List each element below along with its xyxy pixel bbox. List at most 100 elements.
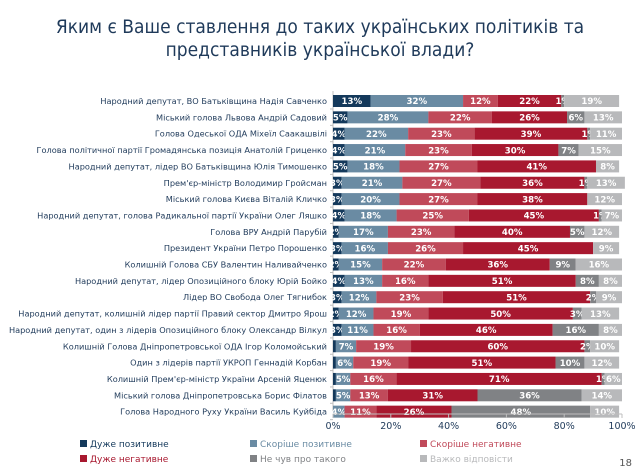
data-label: 5% — [336, 375, 351, 385]
bar-segment — [333, 291, 342, 304]
bar-segment — [595, 291, 622, 304]
bar-segment — [590, 291, 596, 304]
category-label: Колишній Голова СБУ Валентин Наливайченк… — [125, 260, 327, 270]
data-label: 2% — [329, 228, 344, 238]
bar-segment — [477, 160, 596, 173]
data-label: 51% — [492, 277, 513, 287]
data-label: 1% — [593, 212, 608, 222]
bar-segment — [463, 95, 498, 107]
bar-segment — [387, 242, 464, 255]
category-label: Народний депутат, лідер ВО Батьківщина Ю… — [69, 161, 327, 171]
bar-segment — [399, 160, 478, 173]
data-label: 9% — [555, 261, 570, 271]
x-tick-label: 20% — [380, 421, 401, 432]
data-label: 51% — [472, 359, 493, 369]
data-label: 50% — [490, 310, 511, 320]
x-tick-label: 100% — [608, 421, 635, 432]
bar-segment — [428, 307, 573, 320]
data-label: 8% — [603, 277, 618, 287]
data-label: 6% — [606, 375, 621, 385]
data-label: 2% — [586, 293, 601, 303]
data-label: 16% — [363, 375, 384, 385]
bar-segment — [341, 291, 377, 304]
bar-segment — [584, 176, 588, 189]
data-label: 28% — [378, 114, 399, 124]
bar-segment — [477, 193, 588, 206]
bar-segment — [333, 356, 336, 369]
legend-label: Не чув про такого — [260, 455, 346, 465]
legend-label: Скоріше негативне — [430, 440, 522, 450]
bar-segment — [587, 127, 591, 140]
data-label: 60% — [487, 342, 508, 352]
bar-segment — [335, 389, 351, 402]
data-label: 4% — [331, 408, 346, 418]
data-label: 21% — [365, 146, 386, 156]
bar-segment — [569, 225, 585, 238]
data-label: 16% — [355, 244, 376, 254]
bar-segment — [474, 127, 588, 140]
bar-segment — [587, 176, 625, 189]
data-label: 4% — [331, 277, 346, 287]
data-label: 18% — [360, 212, 381, 222]
bar-segment — [335, 340, 357, 353]
data-label: 13% — [593, 114, 614, 124]
data-label: 2% — [329, 261, 344, 271]
data-label: 5% — [333, 163, 348, 173]
data-label: 15% — [350, 261, 371, 271]
legend-item: Не чув про такого — [250, 455, 346, 465]
data-label: 40% — [502, 228, 523, 238]
bar-segment — [454, 225, 570, 238]
bar-segment — [373, 323, 420, 336]
category-label: Лідер ВО Свобода Олег Тягнибок — [183, 292, 327, 302]
data-label: 21% — [362, 179, 383, 189]
bar-segment — [584, 356, 620, 369]
bar-segment — [382, 274, 429, 287]
data-label: 19% — [391, 310, 412, 320]
data-label: 39% — [521, 130, 542, 140]
data-label: 41% — [526, 163, 547, 173]
category-label: Голова політичної партії Громадянська по… — [37, 145, 327, 155]
data-label: 5% — [570, 228, 585, 238]
bar-segment — [333, 225, 339, 238]
bar-segment — [341, 193, 400, 206]
data-label: 19% — [370, 359, 391, 369]
data-label: 23% — [431, 130, 452, 140]
bar-segment — [382, 258, 446, 271]
data-label: 17% — [353, 228, 374, 238]
data-label: 8% — [600, 163, 615, 173]
data-label: 26% — [519, 114, 540, 124]
data-label: 30% — [505, 146, 526, 156]
bar-segment — [341, 323, 374, 336]
data-label: 15% — [590, 146, 611, 156]
data-label: 1% — [596, 375, 611, 385]
bar-segment — [347, 111, 429, 124]
category-label: Міський голова Львова Андрій Садовий — [156, 112, 327, 122]
data-label: 6% — [568, 114, 583, 124]
legend-swatch — [420, 440, 427, 447]
data-label: 19% — [373, 342, 394, 352]
data-label: 48% — [511, 408, 532, 418]
bar-segment — [333, 176, 342, 189]
bar-segment — [338, 225, 388, 238]
data-label: 36% — [519, 392, 540, 402]
legend-item: Дуже негативне — [80, 455, 168, 465]
x-tick-label: 60% — [496, 421, 517, 432]
legend-swatch — [250, 455, 257, 462]
bar-segment — [555, 356, 585, 369]
data-label: 12% — [470, 97, 491, 107]
data-label: 23% — [411, 228, 432, 238]
bar-segment — [480, 176, 585, 189]
category-label: Народний депутат, ВО Батьківщина Надія С… — [100, 96, 327, 106]
data-label: 4% — [331, 130, 346, 140]
bar-segment — [590, 405, 620, 418]
data-label: 27% — [428, 195, 449, 205]
bar-segment — [333, 340, 336, 353]
data-label: 16% — [395, 277, 416, 287]
bar-segment — [333, 405, 345, 418]
bar-segment — [333, 95, 371, 107]
category-label: Президент України Петро Порошенко — [164, 243, 327, 253]
chart-title-line-1: Яким є Ваше ставлення до таких українськ… — [55, 16, 585, 38]
category-label: Один з лідерів партії УКРОП Геннадій Кор… — [130, 358, 327, 368]
data-label: 18% — [363, 163, 384, 173]
bar-segment — [370, 95, 464, 107]
